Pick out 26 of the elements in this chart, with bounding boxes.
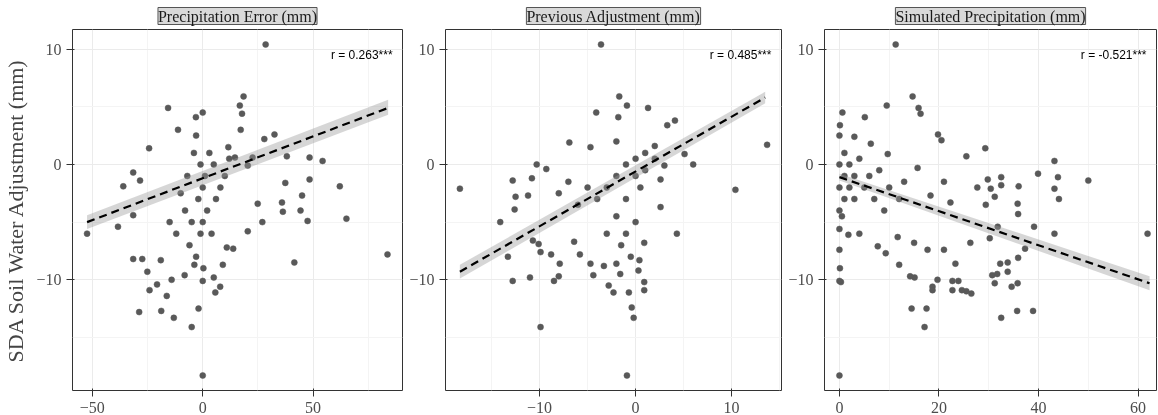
y-tick-label: −10 <box>36 271 62 289</box>
x-tick-label: 50 <box>305 398 322 415</box>
x-tick-label: 0 <box>631 398 640 415</box>
x-tick-label: −50 <box>79 398 105 415</box>
chart-title: Precipitation Error (mm) <box>157 7 318 26</box>
annotation: r = 0.485*** <box>709 47 772 62</box>
x-tick-label: 40 <box>1030 398 1047 415</box>
y-axis-title: SDA Soil Water Adjustment (mm) <box>3 60 29 363</box>
x-tick-label: 10 <box>723 398 740 415</box>
annotation: r = -0.521*** <box>1080 47 1147 62</box>
annotation: r = 0.263*** <box>330 47 393 62</box>
x-tick-label: 0 <box>835 398 844 415</box>
y-tick-label: 0 <box>53 155 62 173</box>
y-tick-label: 10 <box>797 40 814 58</box>
y-tick-label: 10 <box>418 40 435 58</box>
y-tick-label: 10 <box>45 40 62 58</box>
y-tick-label: −10 <box>409 271 435 289</box>
y-tick-label: 0 <box>805 155 814 173</box>
chart-title: Simulated Precipitation (mm) <box>895 7 1086 26</box>
x-tick-label: 0 <box>198 398 207 415</box>
y-tick-label: 0 <box>426 155 435 173</box>
x-tick-label: 20 <box>930 398 947 415</box>
y-tick-label: −10 <box>788 271 814 289</box>
x-tick-label: 60 <box>1130 398 1147 415</box>
chart-title: Previous Adjustment (mm) <box>526 7 700 26</box>
x-tick-label: −10 <box>527 398 553 415</box>
